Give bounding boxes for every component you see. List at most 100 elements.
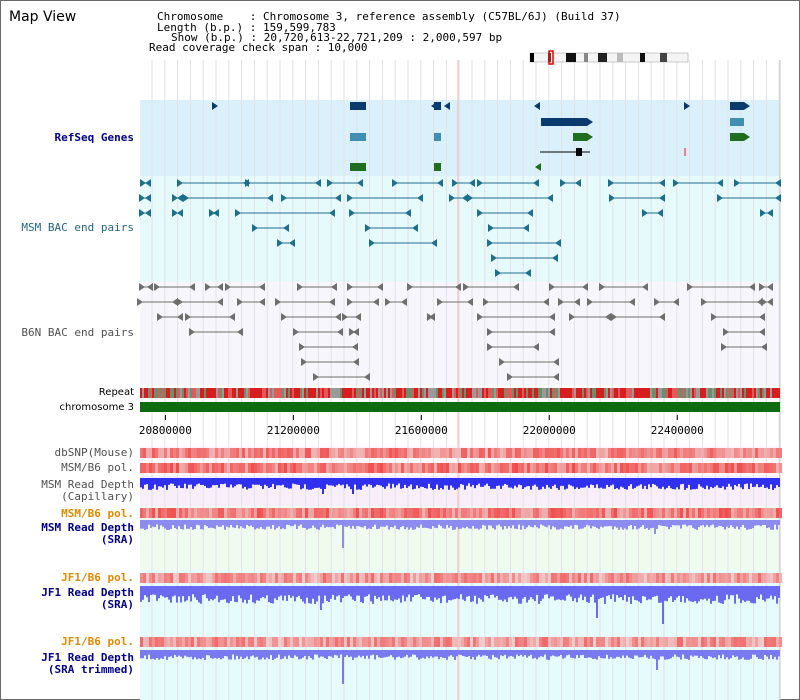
msm-b6-pol-segment bbox=[188, 508, 191, 518]
jf1-trim-depth-bar bbox=[322, 650, 324, 657]
cap-depth-bar bbox=[692, 478, 694, 490]
repeat-segment bbox=[774, 388, 776, 398]
msm-sra-depth-bar bbox=[490, 520, 492, 526]
msm-b6-pol-segment bbox=[587, 463, 590, 473]
jf1-b6-pol-segment bbox=[593, 573, 596, 583]
repeat-segment bbox=[246, 388, 248, 398]
cap-depth-bar bbox=[704, 478, 706, 490]
cap-depth-bar bbox=[282, 478, 284, 485]
msm-b6-pol-segment bbox=[158, 508, 161, 518]
jf1-sra-depth-bar bbox=[336, 586, 338, 597]
jf1-trim-depth-bar bbox=[686, 650, 688, 659]
cap-depth-bar bbox=[524, 478, 526, 488]
msm-bac-pair-end bbox=[477, 209, 483, 217]
jf1-b6-pol-segment bbox=[635, 637, 638, 647]
msm-b6-pol-segment bbox=[644, 463, 647, 473]
jf1-sra-depth-bar bbox=[572, 586, 574, 602]
jf1-b6-pol-segment bbox=[245, 573, 248, 583]
jf1-b6-pol-segment bbox=[416, 637, 419, 647]
jf1-b6-pol-segment bbox=[737, 573, 740, 583]
msm-b6-pol-segment bbox=[410, 508, 413, 518]
msm-b6-pol-segment bbox=[599, 463, 602, 473]
dbsnp-segment bbox=[311, 448, 314, 458]
jf1-trim-depth-bar bbox=[234, 650, 236, 660]
jf1-trim-depth-bar bbox=[596, 650, 598, 660]
dbsnp-segment bbox=[380, 448, 383, 458]
jf1-b6-pol-segment bbox=[467, 637, 470, 647]
jf1-b6-pol-segment bbox=[758, 637, 761, 647]
msm-b6-pol-segment bbox=[242, 463, 245, 473]
b6n-bac-pair-end bbox=[229, 313, 235, 321]
cap-depth-bar bbox=[638, 478, 640, 486]
repeat-segment bbox=[226, 388, 228, 398]
msm-sra-depth-bar bbox=[334, 520, 336, 529]
jf1-sra-depth-bar bbox=[736, 586, 738, 595]
cap-depth-bar bbox=[728, 478, 730, 484]
jf1-trim-depth-bar bbox=[546, 650, 548, 660]
jf1-b6-pol-segment bbox=[677, 573, 680, 583]
b6n-bac-pair-end bbox=[767, 298, 773, 306]
jf1-sra-depth-bar bbox=[562, 586, 564, 600]
msm-b6-pol-segment bbox=[677, 508, 680, 518]
jf1-trim-depth-bar bbox=[256, 650, 258, 657]
jf1-trim-depth-bar bbox=[608, 650, 610, 659]
cap-depth-bar bbox=[622, 478, 624, 488]
msm-bac-track-bg bbox=[140, 176, 780, 282]
msm-sra-depth-bar bbox=[186, 520, 188, 529]
cap-depth-bar bbox=[706, 478, 708, 486]
jf1-sra-depth-bar bbox=[372, 586, 374, 604]
msm-b6-pol-segment bbox=[605, 463, 608, 473]
jf1-sra-depth-bar bbox=[438, 586, 440, 599]
jf1-trim-depth-bar bbox=[720, 650, 722, 659]
jf1-sra-depth-bar bbox=[758, 586, 760, 599]
jf1-sra-depth-bar bbox=[476, 586, 478, 604]
msm-b6-pol-segment bbox=[299, 508, 302, 518]
jf1-b6-pol-segment bbox=[446, 637, 449, 647]
jf1-trim-depth-bar bbox=[582, 650, 584, 655]
track-label-msm-bac[interactable]: MSM BAC end pairs bbox=[21, 221, 134, 234]
jf1-b6-pol-segment bbox=[266, 573, 269, 583]
jf1-b6-pol-segment bbox=[671, 637, 674, 647]
jf1-b6-pol-segment bbox=[251, 637, 254, 647]
msm-sra-depth-bar bbox=[140, 520, 142, 529]
dbsnp-segment bbox=[554, 448, 557, 458]
msm-b6-pol-segment bbox=[527, 508, 530, 518]
msm-b6-pol-segment bbox=[548, 508, 551, 518]
repeat-segment bbox=[708, 388, 710, 398]
repeat-segment bbox=[716, 388, 718, 398]
repeat-segment bbox=[474, 388, 476, 398]
jf1-b6-pol-segment bbox=[506, 637, 509, 647]
cap-depth-bar bbox=[216, 478, 218, 486]
repeat-segment bbox=[306, 388, 308, 398]
jf1-sra-depth-bar bbox=[240, 586, 242, 599]
jf1-sra-depth-bar bbox=[248, 586, 250, 600]
track-label-b6n-bac[interactable]: B6N BAC end pairs bbox=[21, 326, 134, 339]
repeat-segment bbox=[206, 388, 208, 398]
msm-b6-pol-segment bbox=[209, 463, 212, 473]
msm-sra-depth-bar bbox=[408, 520, 410, 530]
repeat-segment bbox=[466, 388, 468, 398]
repeat-segment bbox=[460, 388, 462, 398]
cap-depth-bar bbox=[226, 478, 228, 488]
jf1-b6-pol-segment bbox=[647, 573, 650, 583]
msm-b6-pol-segment bbox=[710, 508, 713, 518]
jf1-trim-depth-bar bbox=[378, 650, 380, 658]
dbsnp-segment bbox=[374, 448, 377, 458]
jf1-sra-depth-bar bbox=[774, 586, 776, 597]
jf1-b6-pol-segment bbox=[488, 573, 491, 583]
msm-b6-pol-segment bbox=[557, 463, 560, 473]
dbsnp-segment bbox=[386, 448, 389, 458]
jf1-sra-depth-bar bbox=[242, 586, 244, 603]
jf1-trim-depth-bar bbox=[222, 650, 224, 659]
repeat-segment bbox=[652, 388, 654, 398]
track-label-dbsnp: dbSNP(Mouse) bbox=[54, 446, 134, 459]
jf1-b6-pol-segment bbox=[722, 637, 725, 647]
track-label-refseq[interactable]: RefSeq Genes bbox=[54, 131, 134, 144]
repeat-segment bbox=[550, 388, 552, 398]
msm-b6-pol-segment bbox=[725, 508, 728, 518]
cap-depth-bar bbox=[370, 478, 372, 486]
cap-depth-bar bbox=[360, 478, 362, 490]
cap-depth-bar bbox=[670, 478, 672, 489]
msm-b6-pol-segment bbox=[620, 463, 623, 473]
